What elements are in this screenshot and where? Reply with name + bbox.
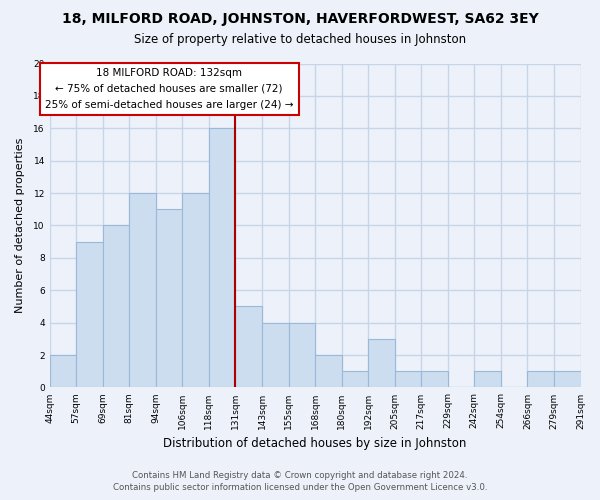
Bar: [76, 242, 103, 388]
Bar: [130, 193, 156, 388]
Bar: [315, 355, 341, 388]
Bar: [527, 371, 554, 388]
Bar: [50, 355, 76, 388]
Bar: [341, 371, 368, 388]
Bar: [554, 371, 581, 388]
Bar: [182, 193, 209, 388]
Bar: [235, 306, 262, 388]
Bar: [421, 371, 448, 388]
Text: Size of property relative to detached houses in Johnston: Size of property relative to detached ho…: [134, 32, 466, 46]
X-axis label: Distribution of detached houses by size in Johnston: Distribution of detached houses by size …: [163, 437, 467, 450]
Bar: [368, 339, 395, 388]
Bar: [475, 371, 501, 388]
Bar: [289, 322, 315, 388]
Text: 18, MILFORD ROAD, JOHNSTON, HAVERFORDWEST, SA62 3EY: 18, MILFORD ROAD, JOHNSTON, HAVERFORDWES…: [62, 12, 538, 26]
Bar: [209, 128, 235, 388]
Y-axis label: Number of detached properties: Number of detached properties: [15, 138, 25, 313]
Bar: [395, 371, 421, 388]
Bar: [262, 322, 289, 388]
Text: 18 MILFORD ROAD: 132sqm
← 75% of detached houses are smaller (72)
25% of semi-de: 18 MILFORD ROAD: 132sqm ← 75% of detache…: [45, 68, 293, 110]
Text: Contains HM Land Registry data © Crown copyright and database right 2024.
Contai: Contains HM Land Registry data © Crown c…: [113, 471, 487, 492]
Bar: [156, 210, 182, 388]
Bar: [103, 226, 130, 388]
